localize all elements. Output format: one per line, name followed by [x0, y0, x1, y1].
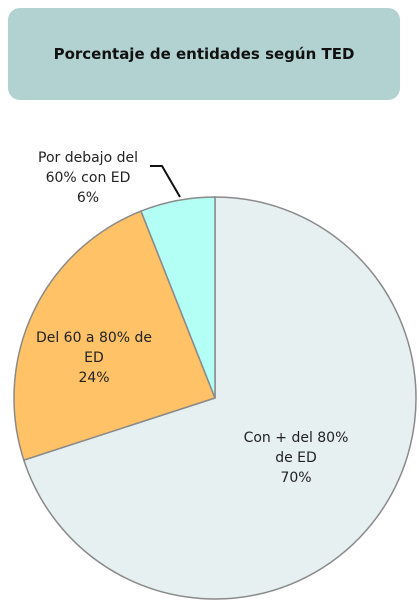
slice-label: Con + del 80% de ED 70% [240, 428, 352, 488]
chart-title: Porcentaje de entidades según TED [8, 8, 400, 100]
slice-label: Por debajo del 60% con ED 6% [24, 148, 152, 208]
pie-slice [13, 210, 216, 462]
category-label: Con + del 80% de ED [243, 430, 349, 466]
leader-line [150, 165, 181, 198]
category-label: Del 60 a 80% de ED [35, 330, 153, 366]
slice-label: Del 60 a 80% de ED 24% [34, 328, 154, 388]
pie-slice [140, 196, 216, 399]
pie-slice [22, 196, 417, 600]
value-label: 70% [280, 470, 312, 486]
category-label: Por debajo del 60% con ED [38, 150, 138, 186]
value-label: 6% [76, 190, 100, 206]
value-label: 24% [78, 370, 110, 386]
